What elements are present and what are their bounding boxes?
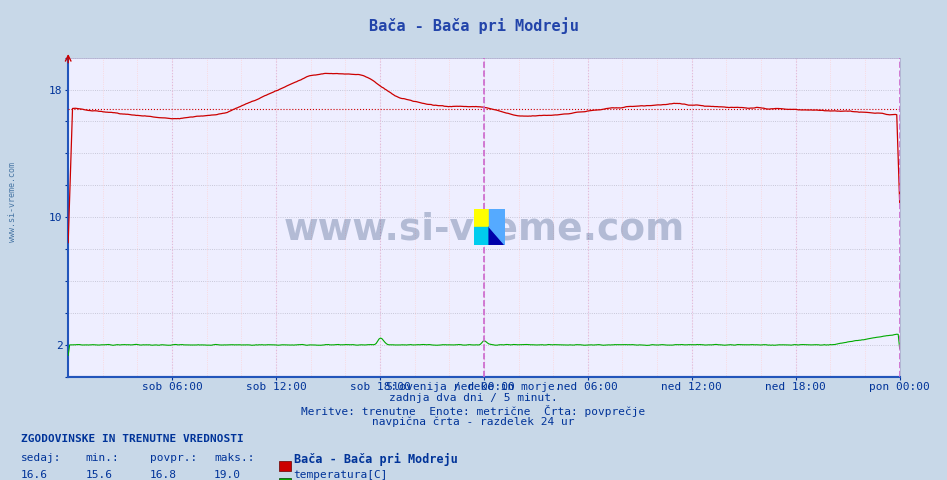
Text: ZGODOVINSKE IN TRENUTNE VREDNOSTI: ZGODOVINSKE IN TRENUTNE VREDNOSTI — [21, 434, 243, 444]
Text: Bača - Bača pri Modreju: Bača - Bača pri Modreju — [368, 17, 579, 34]
Polygon shape — [490, 227, 505, 245]
Text: 19.0: 19.0 — [214, 470, 241, 480]
Text: 16.6: 16.6 — [21, 470, 48, 480]
Text: Slovenija / reke in morje.: Slovenija / reke in morje. — [385, 382, 562, 392]
Text: sedaj:: sedaj: — [21, 453, 62, 463]
Text: Bača - Bača pri Modreju: Bača - Bača pri Modreju — [294, 453, 457, 466]
Text: povpr.:: povpr.: — [150, 453, 197, 463]
Text: navpična črta - razdelek 24 ur: navpična črta - razdelek 24 ur — [372, 416, 575, 427]
Text: temperatura[C]: temperatura[C] — [294, 470, 388, 480]
Text: 15.6: 15.6 — [85, 470, 113, 480]
Text: zadnja dva dni / 5 minut.: zadnja dva dni / 5 minut. — [389, 393, 558, 403]
Bar — [490, 209, 505, 227]
Text: maks.:: maks.: — [214, 453, 255, 463]
Text: www.si-vreme.com: www.si-vreme.com — [8, 162, 17, 241]
Text: Meritve: trenutne  Enote: metrične  Črta: povprečje: Meritve: trenutne Enote: metrične Črta: … — [301, 405, 646, 417]
Polygon shape — [490, 227, 505, 245]
Polygon shape — [474, 227, 490, 245]
Text: www.si-vreme.com: www.si-vreme.com — [283, 212, 685, 248]
Text: min.:: min.: — [85, 453, 119, 463]
Bar — [474, 209, 490, 227]
Text: 16.8: 16.8 — [150, 470, 177, 480]
